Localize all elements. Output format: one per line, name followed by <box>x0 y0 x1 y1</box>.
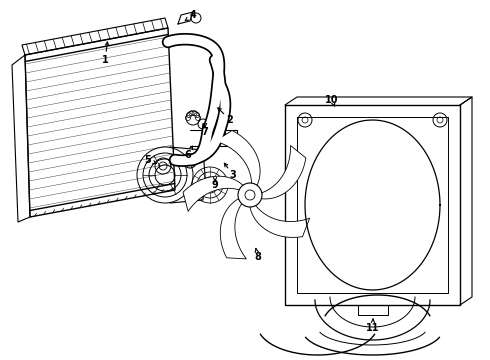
Text: 1: 1 <box>101 55 108 65</box>
Text: 2: 2 <box>227 115 233 125</box>
Text: 6: 6 <box>185 150 192 160</box>
Text: 8: 8 <box>255 252 262 262</box>
Polygon shape <box>220 199 246 259</box>
Text: 9: 9 <box>212 180 219 190</box>
Text: 4: 4 <box>190 10 196 20</box>
Text: 10: 10 <box>325 95 339 105</box>
Polygon shape <box>261 145 306 199</box>
Circle shape <box>238 183 262 207</box>
Text: 7: 7 <box>201 127 208 137</box>
Polygon shape <box>216 130 260 185</box>
Text: 5: 5 <box>145 155 151 165</box>
Polygon shape <box>250 206 310 238</box>
Text: 3: 3 <box>230 170 236 180</box>
Polygon shape <box>183 176 243 211</box>
Text: 11: 11 <box>366 323 380 333</box>
